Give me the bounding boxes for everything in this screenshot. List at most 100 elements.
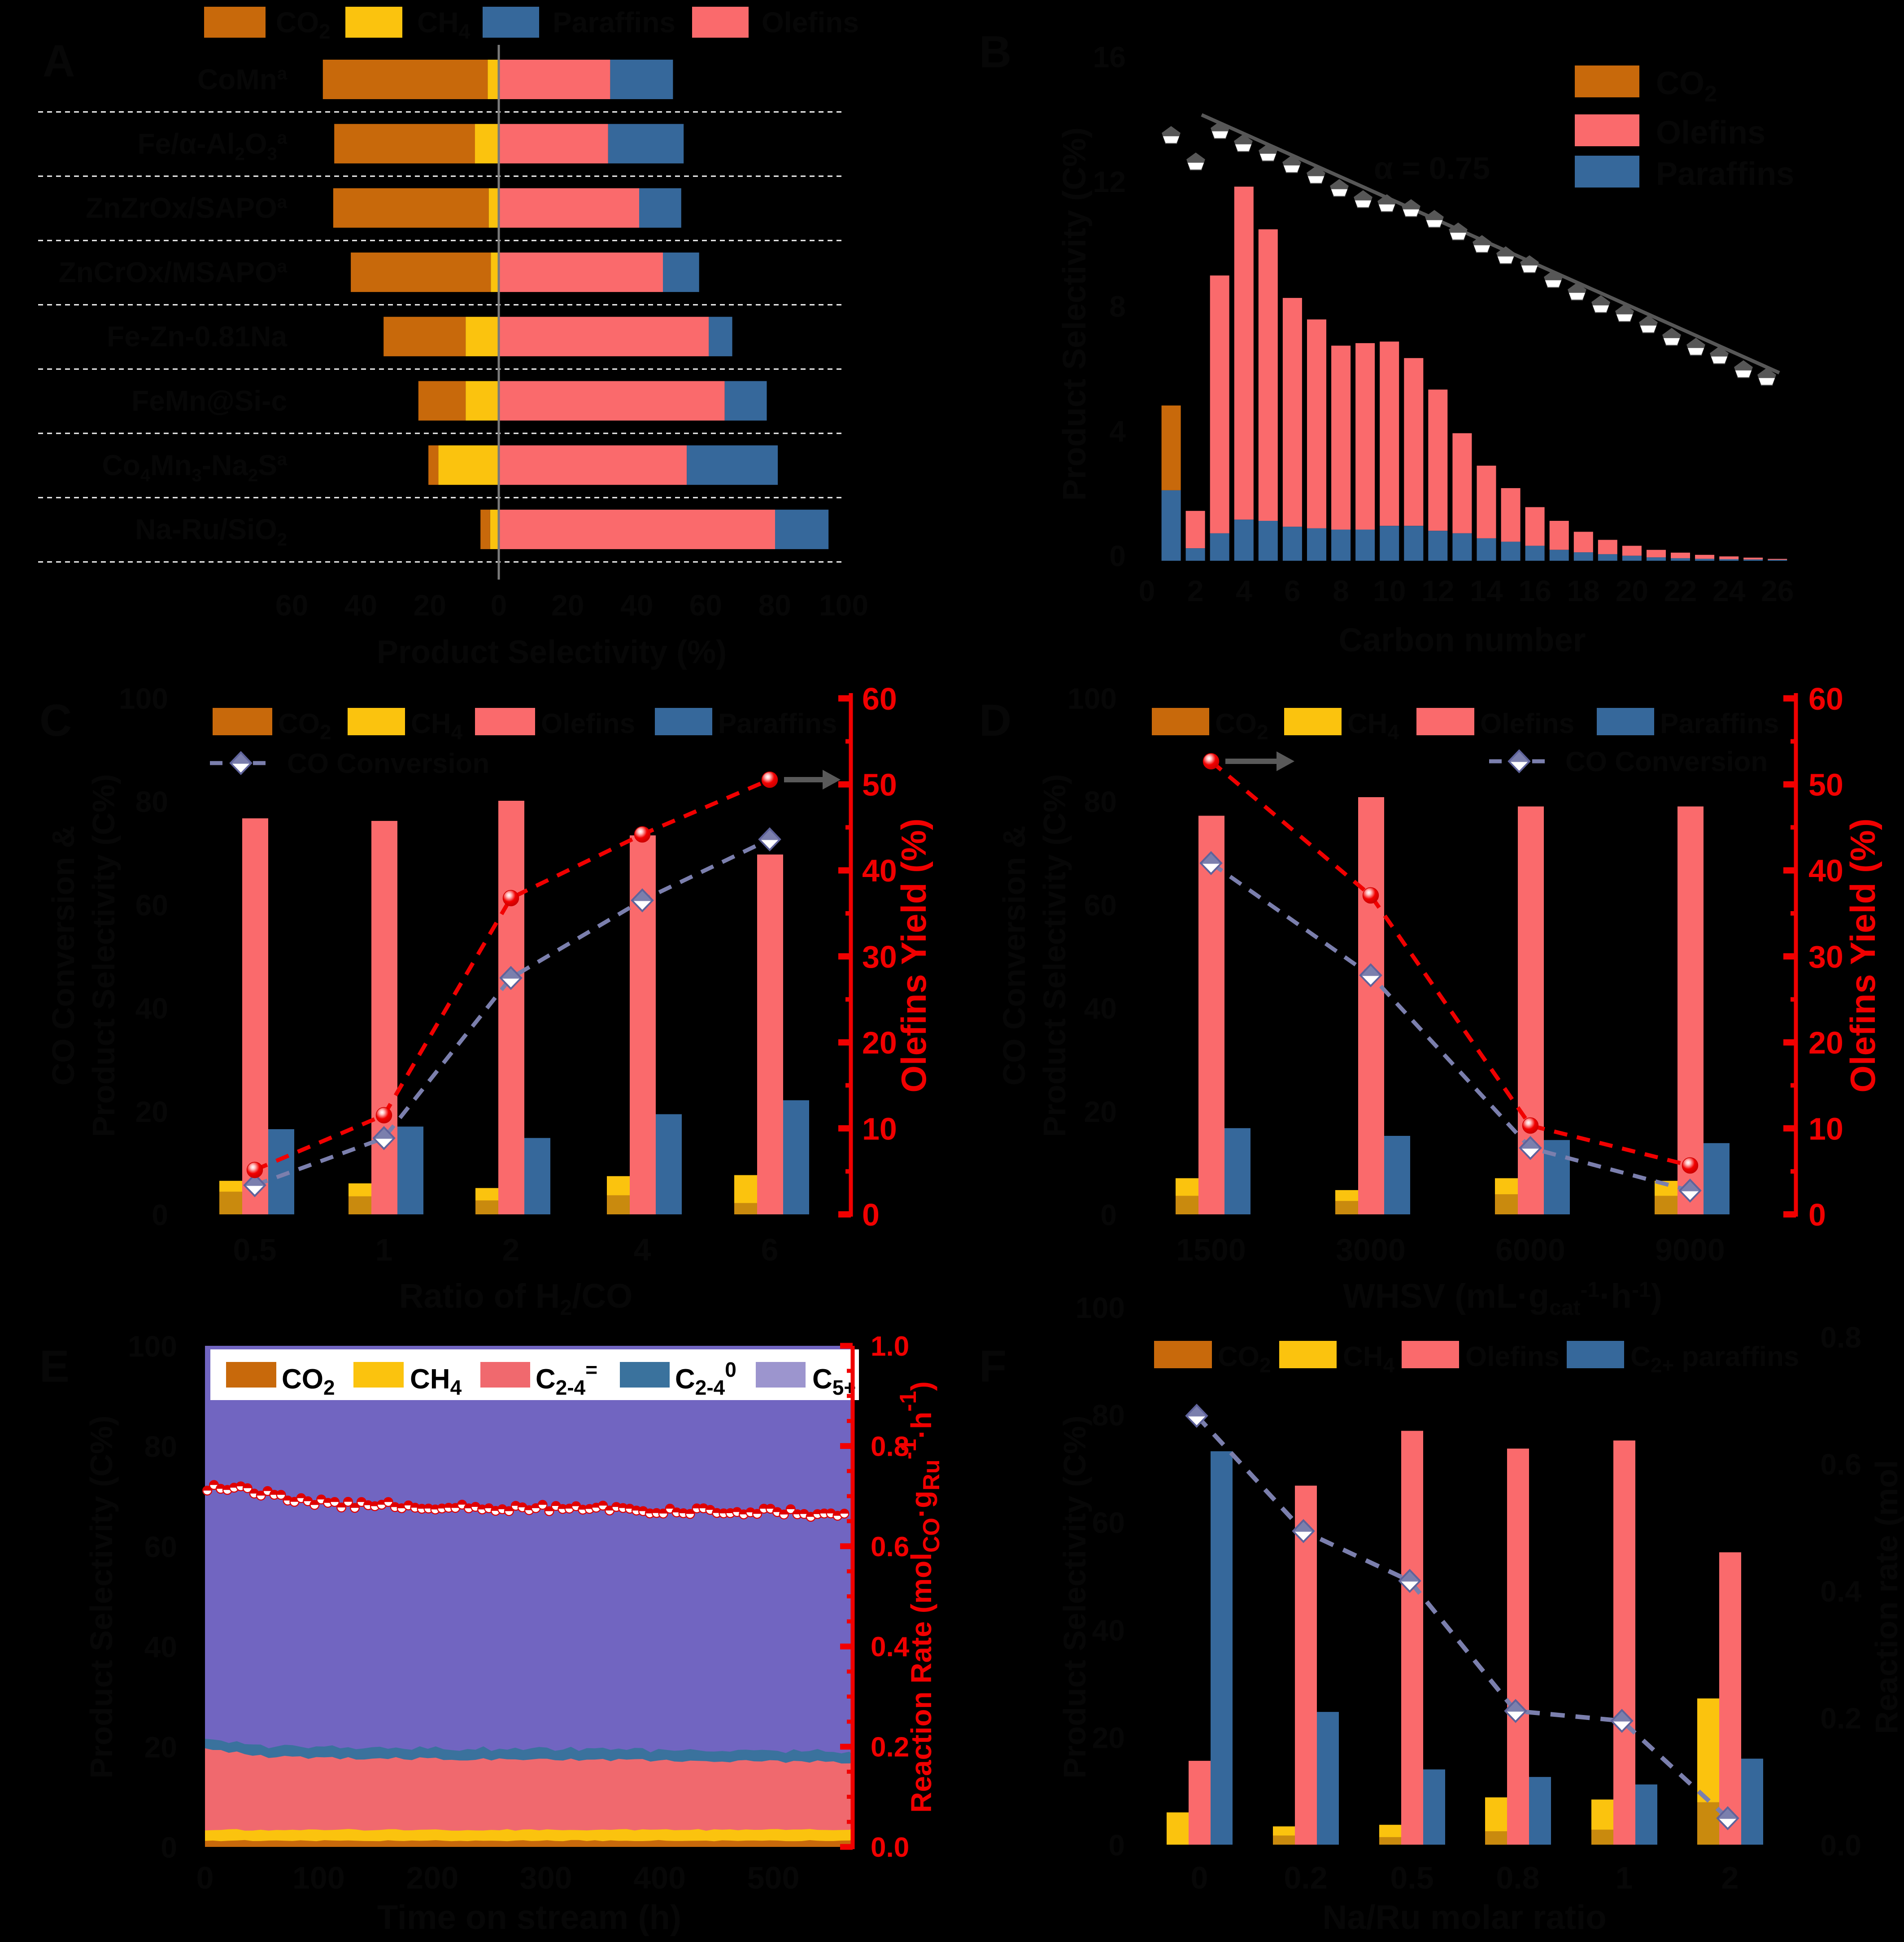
svg-text:0.5: 0.5 <box>233 1232 276 1267</box>
svg-text:40: 40 <box>135 992 168 1025</box>
svg-text:Product Selectivity (C%): Product Selectivity (C%) <box>1057 1415 1092 1778</box>
svg-text:0.6: 0.6 <box>1820 1448 1861 1481</box>
svg-text:60: 60 <box>689 589 722 622</box>
svg-text:4: 4 <box>634 1232 651 1267</box>
svg-text:2: 2 <box>1187 574 1204 607</box>
svg-text:12: 12 <box>1093 165 1126 198</box>
svg-text:100: 100 <box>1076 1291 1125 1324</box>
svg-text:α = 0.75: α = 0.75 <box>1374 151 1490 186</box>
svg-text:Paraffins: Paraffins <box>1660 708 1779 739</box>
svg-text:0: 0 <box>1191 1860 1208 1895</box>
svg-text:50: 50 <box>1808 768 1843 803</box>
svg-text:Product Selectivity (C%): Product Selectivity (C%) <box>86 774 121 1137</box>
svg-text:22: 22 <box>1664 574 1697 607</box>
svg-text:Ratio of H2/CO: Ratio of H2/CO <box>399 1277 633 1320</box>
svg-text:40: 40 <box>1092 1614 1125 1647</box>
svg-text:CoMna: CoMna <box>197 63 288 96</box>
svg-text:14: 14 <box>1470 574 1503 607</box>
svg-text:0.4: 0.4 <box>871 1632 910 1663</box>
svg-text:1: 1 <box>1616 1860 1633 1895</box>
svg-text:C: C <box>39 695 72 746</box>
svg-text:Olefins: Olefins <box>1465 1341 1560 1372</box>
svg-text:D: D <box>979 695 1011 746</box>
svg-text:20: 20 <box>1084 1095 1117 1128</box>
svg-text:Olefins Yield (%): Olefins Yield (%) <box>894 818 933 1092</box>
svg-text:C2-40: C2-40 <box>675 1358 736 1399</box>
svg-text:WHSV (mL·gcat-1·h-1): WHSV (mL·gcat-1·h-1) <box>1343 1277 1662 1320</box>
svg-text:60: 60 <box>135 888 168 921</box>
svg-text:0: 0 <box>1100 1198 1117 1231</box>
svg-text:F: F <box>979 1341 1006 1392</box>
svg-text:Olefins: Olefins <box>762 6 859 39</box>
svg-text:10: 10 <box>1808 1111 1843 1146</box>
svg-text:0.0: 0.0 <box>871 1832 909 1863</box>
svg-text:18: 18 <box>1567 574 1600 607</box>
svg-text:20: 20 <box>135 1095 168 1128</box>
svg-text:Na-Ru/SiO2: Na-Ru/SiO2 <box>135 513 287 550</box>
svg-text:Olefins: Olefins <box>541 708 635 739</box>
svg-text:60: 60 <box>1084 888 1117 921</box>
svg-text:0.5: 0.5 <box>1390 1860 1433 1895</box>
svg-text:40: 40 <box>862 853 897 888</box>
svg-text:0.8: 0.8 <box>871 1431 909 1462</box>
svg-text:0.4: 0.4 <box>1820 1575 1861 1608</box>
svg-text:B: B <box>979 27 1011 77</box>
svg-text:0: 0 <box>862 1197 880 1232</box>
svg-text:500: 500 <box>747 1860 800 1895</box>
svg-text:Product Selectivity (C%): Product Selectivity (C%) <box>1057 127 1093 501</box>
svg-text:0.8: 0.8 <box>1820 1321 1861 1354</box>
svg-text:100: 100 <box>128 1330 177 1363</box>
svg-text:1500: 1500 <box>1176 1232 1246 1267</box>
svg-text:100: 100 <box>292 1860 345 1895</box>
svg-text:40: 40 <box>1808 853 1843 888</box>
svg-text:Carbon number: Carbon number <box>1339 621 1586 659</box>
svg-text:24: 24 <box>1712 574 1746 607</box>
svg-text:400: 400 <box>633 1860 686 1895</box>
svg-text:300: 300 <box>520 1860 572 1895</box>
svg-text:10: 10 <box>862 1111 897 1146</box>
svg-text:Time on stream (h): Time on stream (h) <box>377 1898 682 1937</box>
svg-text:20: 20 <box>144 1731 177 1764</box>
svg-text:20: 20 <box>413 589 446 622</box>
svg-text:20: 20 <box>862 1026 897 1060</box>
svg-text:20: 20 <box>1808 1026 1843 1060</box>
svg-text:0.2: 0.2 <box>1820 1702 1861 1735</box>
svg-text:0: 0 <box>491 589 507 622</box>
svg-text:60: 60 <box>275 589 308 622</box>
svg-text:20: 20 <box>1092 1721 1125 1754</box>
svg-text:Product Selectivity (C%): Product Selectivity (C%) <box>84 1415 119 1778</box>
svg-text:50: 50 <box>862 768 897 803</box>
svg-text:0.2: 0.2 <box>871 1732 909 1763</box>
svg-text:2: 2 <box>502 1232 520 1267</box>
svg-text:ZnCrOx/MSAPOa: ZnCrOx/MSAPOa <box>59 256 288 288</box>
svg-text:12: 12 <box>1421 574 1454 607</box>
svg-text:20: 20 <box>551 589 584 622</box>
svg-text:CO Conversion &: CO Conversion & <box>997 825 1032 1086</box>
svg-text:8: 8 <box>1333 574 1349 607</box>
svg-text:0.8: 0.8 <box>1496 1860 1539 1895</box>
svg-text:CO Conversion: CO Conversion <box>1565 746 1768 777</box>
svg-text:80: 80 <box>135 785 168 818</box>
svg-text:10: 10 <box>1373 574 1406 607</box>
svg-text:80: 80 <box>144 1430 177 1463</box>
svg-text:8: 8 <box>1109 290 1126 323</box>
svg-text:E: E <box>39 1341 70 1392</box>
svg-text:Na/Ru molar ratio: Na/Ru molar ratio <box>1322 1898 1606 1937</box>
svg-text:30: 30 <box>862 939 897 974</box>
svg-text:A: A <box>43 36 75 86</box>
svg-text:40: 40 <box>144 1630 177 1663</box>
svg-text:0: 0 <box>1808 1197 1826 1232</box>
svg-text:60: 60 <box>144 1530 177 1563</box>
svg-text:Paraffins: Paraffins <box>1656 156 1794 192</box>
svg-text:30: 30 <box>1808 939 1843 974</box>
svg-text:4: 4 <box>1109 415 1126 448</box>
svg-text:Reaction rate (mol: Reaction rate (mol <box>1869 1460 1904 1734</box>
svg-text:CO Conversion: CO Conversion <box>287 748 489 779</box>
svg-text:60: 60 <box>1092 1506 1125 1539</box>
svg-text:Fe/α-Al2O3a: Fe/α-Al2O3a <box>137 127 287 164</box>
svg-text:Paraffins: Paraffins <box>718 708 837 739</box>
svg-text:26: 26 <box>1761 574 1794 607</box>
svg-text:40: 40 <box>1084 992 1117 1025</box>
svg-text:0: 0 <box>161 1831 177 1864</box>
svg-text:60: 60 <box>862 681 897 716</box>
